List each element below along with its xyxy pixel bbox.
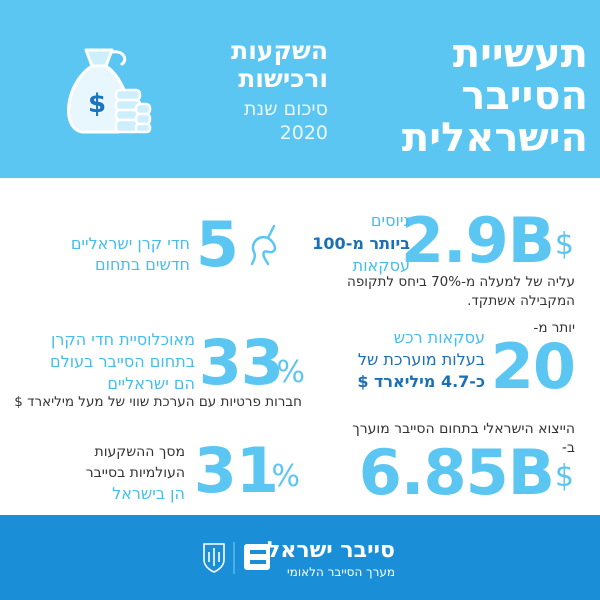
stat-text: מסך ההשקעות [94,444,186,460]
stat-number: 6.85B [358,436,555,509]
stat-text: כ-4.7 מיליארד $ [357,372,485,391]
unit: $ [554,459,574,494]
stat-text: הייצוא הישראלי בתחום הסייבר מוערך [352,421,575,437]
stat-note: המקבילה אשתקד. [467,293,575,309]
title: תעשיית [452,31,588,77]
stat-text: בעלות מוערכת של [357,350,485,369]
stat-number: 31 [193,434,279,507]
title: הישראלית [401,115,588,161]
stat-number: 2.9B [400,204,555,277]
subtitle: השקעות [231,36,328,65]
stat-text: עסקאות רכש [393,328,485,347]
stat-text: בתחום הסייבר בעולם [50,352,195,371]
footer-brand: סייבר ישראל [267,538,395,563]
stat-text: העולמיות בסייבר [85,465,185,481]
period: סיכום שנת [243,98,328,120]
svg-text:$: $ [88,89,106,119]
stat-number: 5 [195,208,239,281]
stat-text: הם ישראליים [107,374,195,393]
stat-text: מאוכלוסיית חדי הקרן [50,330,195,349]
footer-tagline: מערך הסייבר הלאומי [287,565,395,579]
stat-text: ביותר מ-100 [312,234,410,253]
subtitle: ורכישות [238,64,328,93]
stat-number: 20 [490,330,576,403]
stat-text: ב- [561,440,575,456]
logo-icons [203,542,270,574]
stat-text: חדשים בתחום [95,255,190,274]
footer-band [0,515,600,600]
stat-text: חדי קרן ישראליים [70,234,190,253]
title: הסייבר [461,73,588,119]
stat-text: גיוסים [370,211,410,230]
unit: % [271,459,300,494]
stat-note: חברות פרטיות עם הערכת שווי של מעל מיליאר… [14,394,302,410]
unit: % [276,355,305,390]
stat-text: הן בישראל [112,484,185,503]
stat-note: עליה של למעלה מ-70% ביחס לתקופה [347,274,575,290]
unicorn-icon [250,224,277,266]
unit: $ [554,227,574,262]
stat-number: 33 [198,326,284,399]
stat-prefix: יותר מ- [533,320,575,336]
stat-text: עסקאות [352,256,410,275]
money-bag-icon: $ [67,48,152,134]
period: 2020 [279,122,328,144]
